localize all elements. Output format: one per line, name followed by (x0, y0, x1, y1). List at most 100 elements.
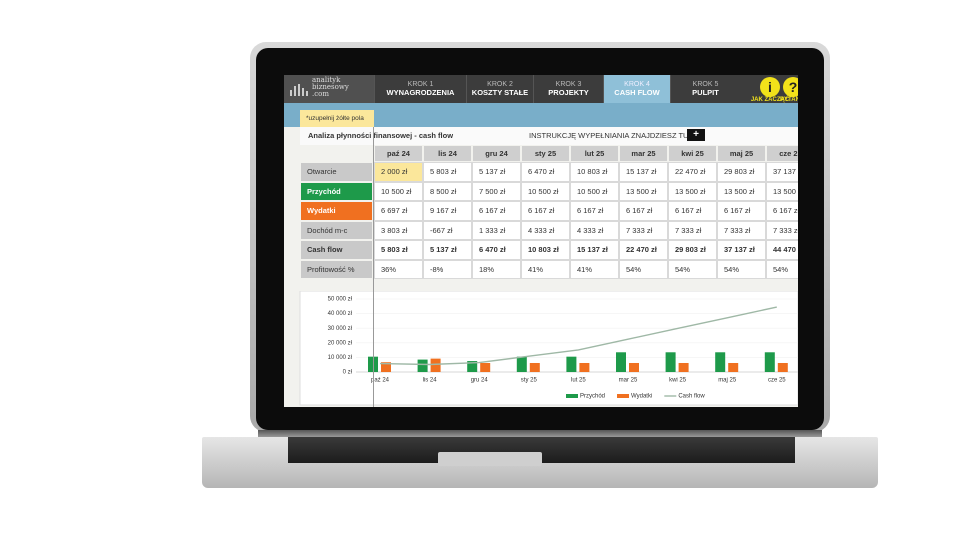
table-cell: -667 zł (423, 220, 472, 240)
tab-label: PROJEKTY (548, 88, 589, 97)
table-cell: 6 167 zł (668, 201, 717, 221)
line (379, 306, 777, 366)
nav-tab[interactable]: KROK 3 PROJEKTY (533, 75, 603, 103)
column-header: maj 25 (717, 145, 766, 162)
row-label: Wydatki (300, 201, 373, 221)
table-cell: 4 333 zł (570, 220, 619, 240)
x-tick-label: lut 25 (571, 378, 586, 384)
legend-label: Cash flow (678, 394, 705, 400)
row-label: Dochód m-c (300, 220, 373, 240)
bar (529, 362, 540, 372)
table-cell: 5 803 zł (423, 162, 472, 182)
column-header: cze 25 (766, 145, 798, 162)
legend-swatch (617, 394, 630, 398)
legend-swatch (566, 394, 578, 398)
column-header: gru 24 (472, 145, 521, 162)
table-cell: 41% (570, 259, 619, 279)
bar (764, 352, 775, 372)
help-button[interactable]: i JAK ZACZĄĆ (747, 77, 793, 103)
table-cell: 54% (766, 259, 798, 279)
tab-label: KOSZTY STAŁE (471, 88, 529, 97)
x-tick-label: mar 25 (619, 378, 638, 384)
title-row (300, 127, 798, 145)
table-cell: 54% (668, 259, 717, 279)
table-cell: 13 500 zł (668, 181, 717, 201)
nav-tab[interactable]: KROK 2 KOSZTY STAŁE (466, 75, 533, 103)
column-header: paź 24 (374, 145, 423, 162)
tab-step: KROK 3 (555, 81, 582, 88)
table-cell: 5 803 zł (374, 240, 423, 260)
help-icon: i (760, 77, 780, 97)
help-button[interactable]: ?PYTANIA (770, 77, 798, 103)
table-cell: 41% (521, 259, 570, 279)
table-cell: 3 803 zł (374, 220, 423, 240)
tab-label: WYNAGRODZENIA (386, 88, 455, 97)
table-cell: 10 500 zł (570, 181, 619, 201)
tab-step: KROK 4 (624, 81, 650, 88)
touchpad (438, 452, 542, 466)
nav-tab[interactable]: KROK 1 WYNAGRODZENIA (374, 75, 466, 103)
table-cell: 10 500 zł (374, 181, 423, 201)
row-label: Cash flow (300, 240, 373, 260)
table-cell: 5 137 zł (472, 162, 521, 182)
bar (728, 362, 739, 372)
table-cell: 10 803 zł (570, 162, 619, 182)
column-header: kwi 25 (668, 145, 717, 162)
help-icon: ? (783, 77, 798, 97)
table-cell: 29 803 zł (717, 162, 766, 182)
y-tick-label: 30 000 zł (328, 326, 353, 332)
screen: analityk biznesowy .com KROK 1 WYNAGRODZENI… (284, 75, 798, 407)
logo-text: analityk biznesowy .com (312, 77, 349, 98)
table-cell: 37 137 zł (717, 240, 766, 260)
bar (715, 352, 726, 372)
table-cell: 10 803 zł (521, 240, 570, 260)
help-label: PYTANIA (780, 97, 798, 103)
table-cell: 22 470 zł (668, 162, 717, 182)
table-cell: 44 470 zł (766, 240, 798, 260)
bar (480, 362, 491, 372)
column-header: sty 25 (521, 145, 570, 162)
legend-label: Przychód (580, 394, 605, 400)
bar (430, 358, 441, 372)
logo[interactable]: analityk biznesowy .com (284, 75, 374, 103)
y-tick-label: 10 000 zł (328, 355, 353, 361)
bar (417, 359, 428, 372)
bar (629, 362, 639, 372)
table-cell: 13 500 zł (619, 181, 668, 201)
table-cell: 7 333 zł (668, 220, 717, 240)
sheet-title: Analiza płynności finansowej - cash flow (308, 131, 454, 140)
logo-icon (290, 84, 308, 96)
x-tick-label: kwi 25 (669, 378, 687, 384)
table-cell: 7 333 zł (717, 220, 766, 240)
instructions: INSTRUKCJĘ WYPEŁNIANIA ZNAJDZIESZ TU: (529, 131, 691, 140)
table-cell: -8% (423, 259, 472, 279)
tab-label: CASH FLOW (614, 88, 660, 97)
tab-step: KROK 5 (692, 81, 719, 88)
bar (467, 361, 478, 372)
logo-line: .com (312, 90, 329, 98)
nav-bar: analityk biznesowy .com KROK 1 WYNAGRODZENI… (284, 75, 798, 103)
frozen-divider (373, 127, 374, 407)
table-cell: 13 500 zł (717, 181, 766, 201)
instructions-button[interactable]: + (687, 129, 705, 141)
table-cell: 6 697 zł (374, 201, 423, 221)
table-cell: 13 500 zł (766, 181, 798, 201)
table-cell: 5 137 zł (423, 240, 472, 260)
table-cell: 54% (619, 259, 668, 279)
y-tick-label: 0 zł (343, 370, 353, 376)
table-cell: 7 500 zł (472, 181, 521, 201)
table-cell: 29 803 zł (668, 240, 717, 260)
table-cell: 54% (717, 259, 766, 279)
nav-tab[interactable]: KROK 5 PULPIT (670, 75, 740, 103)
logo-line: analityk (312, 76, 341, 84)
table-cell: 9 167 zł (423, 201, 472, 221)
tab-step: KROK 1 (407, 81, 434, 88)
table-cell: 36% (374, 259, 423, 279)
table-cell: 6 167 zł (766, 201, 798, 221)
table-cell: 6 470 zł (472, 240, 521, 260)
tab-step: KROK 2 (487, 81, 513, 88)
table-cell: 15 137 zł (619, 162, 668, 182)
nav-tab[interactable]: KROK 4 CASH FLOW (603, 75, 670, 103)
row-label: Otwarcie (300, 162, 373, 182)
